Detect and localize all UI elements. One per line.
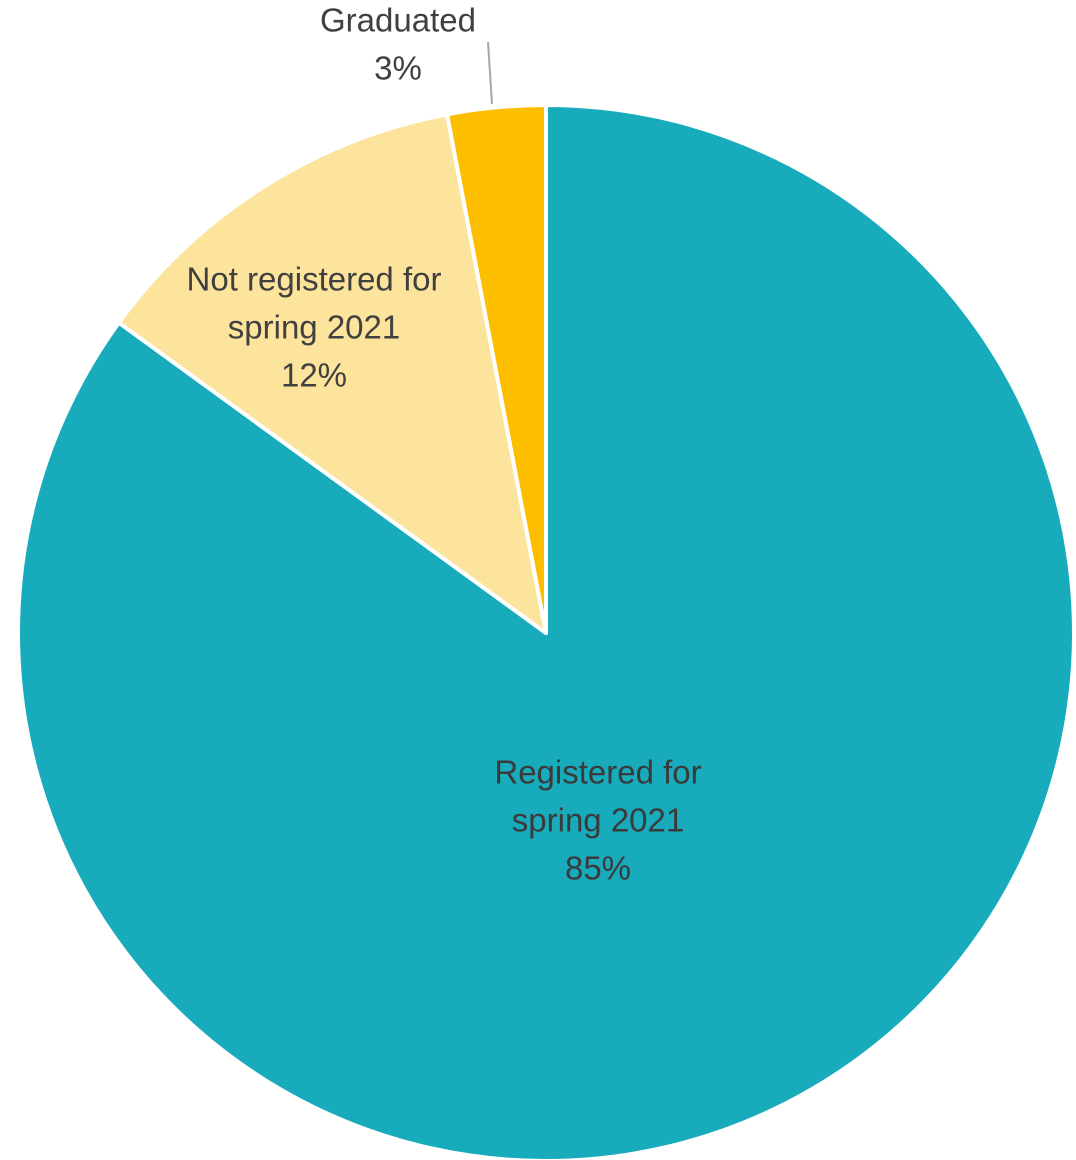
slice-percent-label: 85% (565, 850, 631, 887)
pie-slice-2 (116, 112, 548, 635)
slice-percent-label: 12% (281, 357, 347, 394)
slice-label-3: Graduated 3% (320, 2, 476, 87)
slice-label-1: Registered for spring 2021 85% (494, 754, 701, 887)
slice-name-line: Graduated (320, 2, 476, 39)
slice-name-line: Not registered for (187, 261, 442, 298)
leader-line-3 (487, 41, 493, 105)
slice-label-2: Not registered for spring 2021 12% (187, 261, 442, 394)
slice-name-line: spring 2021 (512, 802, 684, 839)
slice-labels: Registered for spring 2021 85% Not register… (187, 2, 702, 887)
slice-name-line: Registered for (494, 754, 701, 791)
pie-slice-1 (16, 103, 1076, 1160)
pie-slice-3 (445, 103, 548, 635)
slice-name-line: spring 2021 (228, 309, 400, 346)
pie-slices (16, 103, 1076, 1160)
leader-lines (487, 41, 493, 105)
slice-percent-label: 3% (374, 50, 422, 87)
